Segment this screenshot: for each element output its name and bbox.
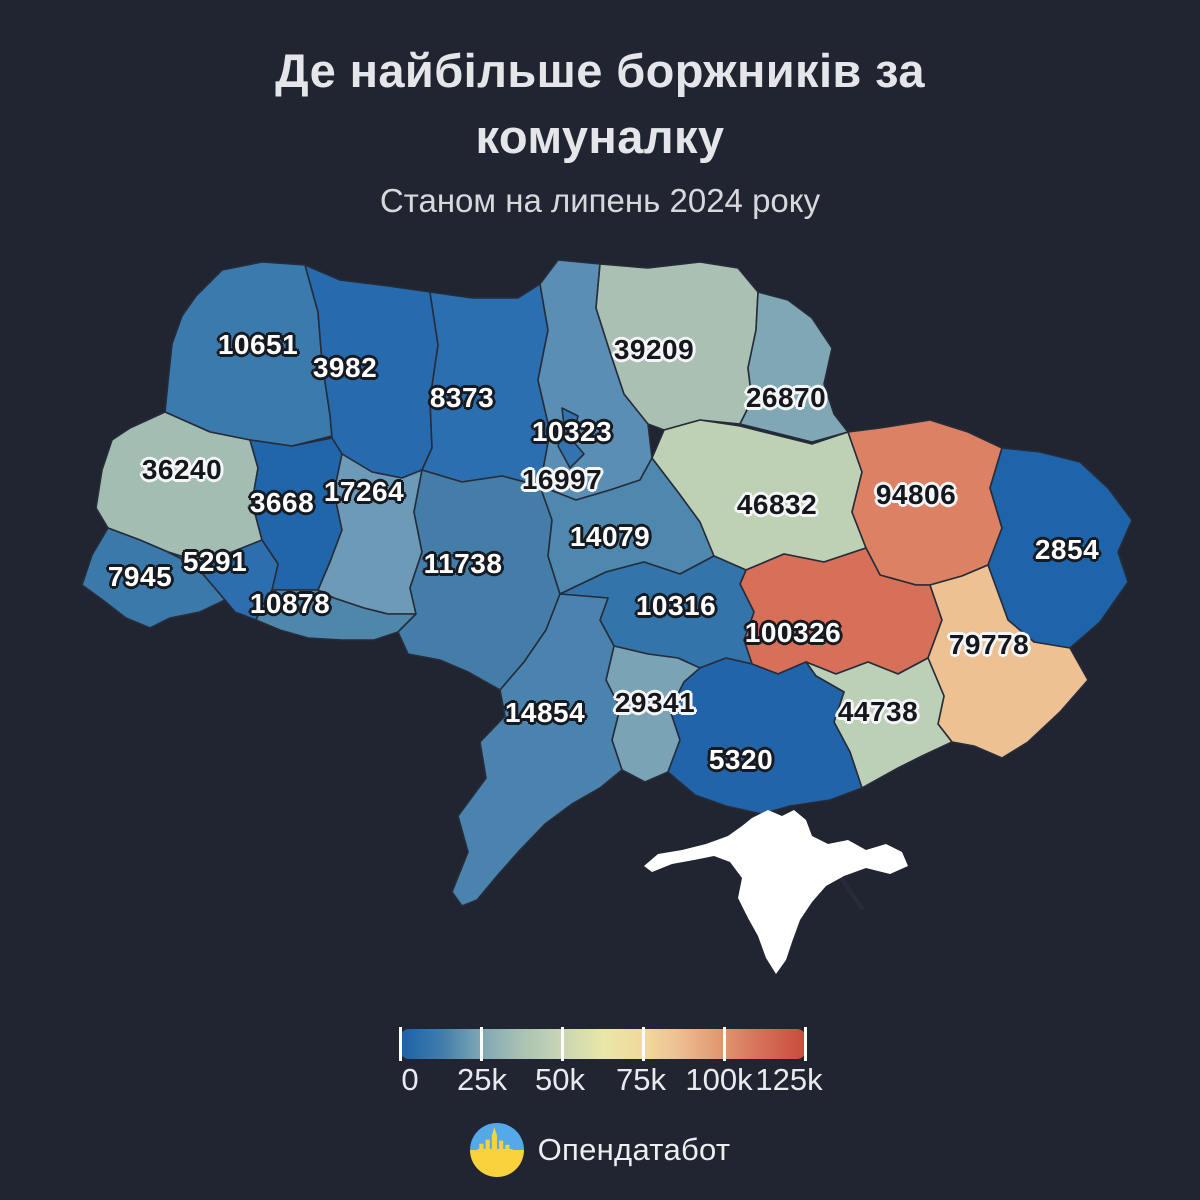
legend-label-0: 0 <box>401 1062 419 1097</box>
region-crimea <box>644 810 908 974</box>
region-value-vinnytsia: 11738 <box>423 548 503 579</box>
region-value-kyiv-oblast: 16997 <box>521 464 603 495</box>
legend-label-100k: 100k <box>685 1062 753 1097</box>
region-sumy <box>739 291 849 443</box>
region-value-zhytomyr: 8373 <box>429 382 495 413</box>
region-value-kherson: 5320 <box>708 744 774 775</box>
region-value-kirovohrad: 10316 <box>635 590 717 621</box>
region-kyiv-city <box>557 407 585 469</box>
region-luhansk <box>987 447 1133 649</box>
legend-label-75k: 75k <box>616 1062 666 1097</box>
page-title: Де найбільше боржників за комуналку <box>275 44 925 163</box>
region-value-khmelnytskyi: 17264 <box>323 476 405 507</box>
legend-tick-0 <box>399 1027 402 1061</box>
legend-label-25k: 25k <box>457 1062 507 1097</box>
legend-label-50k: 50k <box>535 1062 585 1097</box>
region-value-donetsk: 79778 <box>948 629 1030 660</box>
region-value-odesa: 14854 <box>504 697 586 728</box>
region-value-ivano-frankivsk: 5291 <box>182 546 248 577</box>
region-value-sumy: 26870 <box>745 382 827 413</box>
region-value-luhansk: 2854 <box>1034 534 1100 565</box>
legend-label-125k: 125k <box>755 1062 823 1097</box>
legend-tick-125k <box>804 1027 807 1061</box>
region-value-lviv: 36240 <box>141 454 223 485</box>
region-value-cherkasy: 14079 <box>569 521 651 552</box>
legend-tick-100k <box>723 1027 726 1061</box>
region-value-chernivtsi: 10878 <box>249 588 331 619</box>
region-value-kyiv-city: 10323 <box>531 416 613 447</box>
region-value-kharkiv: 94806 <box>875 479 957 510</box>
header: Де найбільше боржників за комуналку Стан… <box>0 38 1200 220</box>
legend-tick-25k <box>480 1027 483 1061</box>
region-value-zakarpattia: 7945 <box>107 561 173 592</box>
region-value-ternopil: 3668 <box>249 487 315 518</box>
region-value-zaporizhzhia: 44738 <box>837 696 919 727</box>
region-kherson <box>667 657 863 815</box>
legend-color-scale <box>399 1027 807 1061</box>
region-value-dnipropetrovsk: 100326 <box>744 617 842 648</box>
legend-tick-75k <box>642 1027 645 1061</box>
page-subtitle: Станом на липень 2024 року <box>379 182 821 219</box>
region-odesa <box>451 593 623 907</box>
brand-name: Опендатабот <box>537 1132 731 1167</box>
footer-brand: Опендатабот <box>0 1123 1200 1177</box>
region-chernivtsi <box>255 589 417 641</box>
legend-tick-50k <box>561 1027 564 1061</box>
region-value-chernihiv: 39209 <box>613 334 695 365</box>
opendatabot-logo-icon <box>469 1123 524 1177</box>
region-value-mykolaiv: 29341 <box>614 687 696 718</box>
region-volyn <box>164 261 333 447</box>
region-value-poltava: 46832 <box>736 489 818 520</box>
region-value-volyn: 10651 <box>217 329 299 360</box>
region-value-rivne: 3982 <box>312 352 378 383</box>
